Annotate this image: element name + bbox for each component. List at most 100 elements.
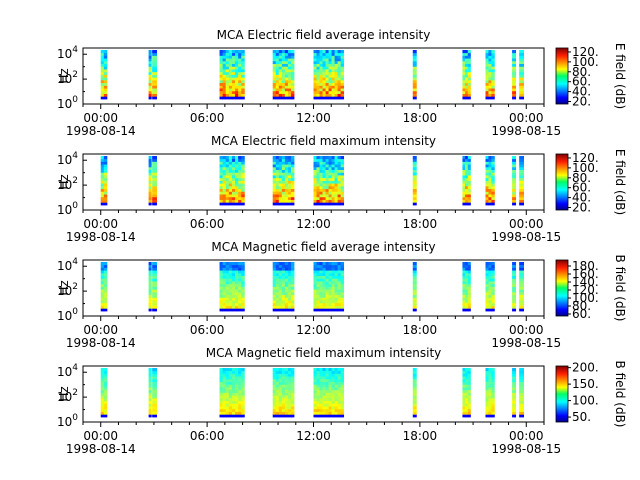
spectrogram-cell <box>100 164 105 168</box>
spectrogram-cell <box>325 376 329 380</box>
spectrogram-cell <box>222 158 227 162</box>
spectrogram-cell <box>337 161 342 165</box>
spectrogram-cell <box>103 305 108 309</box>
spectrogram-cell <box>148 88 152 92</box>
spectrogram-cell <box>488 177 492 181</box>
spectrogram-cell <box>100 63 105 67</box>
spectrogram-cell <box>284 281 289 285</box>
spectrogram-cell <box>228 289 233 293</box>
spectrogram-cell <box>328 262 332 266</box>
spectrogram-cell <box>275 389 280 393</box>
spectrogram-cell <box>488 79 492 84</box>
spectrogram-cell <box>275 381 280 385</box>
spectrogram-cell <box>222 270 227 274</box>
spectrogram-cell <box>316 77 320 81</box>
spectrogram-cell <box>238 305 242 309</box>
spectrogram-cell <box>287 96 292 100</box>
spectrogram-cell <box>331 270 335 274</box>
spectrogram-cell <box>313 376 317 380</box>
spectrogram-cell <box>337 202 342 206</box>
spectrogram-cell <box>485 281 489 285</box>
spectrogram-cell <box>465 52 469 56</box>
spectrogram-cell <box>340 183 345 187</box>
spectrogram-cell <box>334 302 339 306</box>
spectrogram-cell <box>275 172 280 176</box>
spectrogram-cell <box>275 158 280 162</box>
spectrogram-cell <box>465 272 469 277</box>
spectrogram-cell <box>228 308 233 312</box>
spectrogram-cell <box>334 63 339 67</box>
spectrogram-cell <box>412 185 417 190</box>
spectrogram-cell <box>491 58 495 62</box>
spectrogram-cell <box>462 55 466 59</box>
spectrogram-cell <box>222 180 227 184</box>
spectrogram-cell <box>225 77 230 81</box>
spectrogram-cell <box>491 188 495 192</box>
spectrogram-cell <box>231 291 236 296</box>
spectrogram-cell <box>219 408 224 412</box>
spectrogram-cell <box>228 264 233 268</box>
spectrogram-cell <box>278 400 283 404</box>
spectrogram-cell <box>238 194 242 198</box>
spectrogram-cell <box>148 82 152 86</box>
spectrogram-cell <box>238 408 242 412</box>
spectrogram-cell <box>100 166 105 171</box>
spectrogram-cell <box>272 158 277 162</box>
spectrogram-cell <box>272 262 277 266</box>
spectrogram-cell <box>238 294 242 298</box>
colorbar-tick-label: 50. <box>572 410 591 424</box>
spectrogram-cell <box>334 297 339 301</box>
spectrogram-cell <box>225 272 230 277</box>
spectrogram-cell <box>412 286 417 290</box>
spectrogram-cell <box>238 196 242 200</box>
spectrogram-cell <box>328 408 332 412</box>
spectrogram-cell <box>334 406 339 410</box>
spectrogram-cell <box>322 196 326 200</box>
spectrogram-cell <box>316 177 320 181</box>
colorbar-gradient <box>555 365 569 423</box>
spectrogram-cell <box>275 400 280 404</box>
spectrogram-cell <box>412 82 417 86</box>
spectrogram-cell <box>319 376 323 380</box>
spectrogram-cell <box>287 281 292 285</box>
spectrogram-cell <box>519 400 525 404</box>
spectrogram-cell <box>485 52 489 56</box>
spectrogram-cell <box>231 169 236 173</box>
spectrogram-cell <box>462 297 466 301</box>
spectrogram-cell <box>334 69 339 73</box>
spectrogram-cell <box>488 262 492 266</box>
spectrogram-cell <box>519 262 525 266</box>
spectrogram-cell <box>488 387 492 391</box>
spectrogram-cell <box>228 281 233 285</box>
spectrogram-cell <box>225 175 230 179</box>
spectrogram-cell <box>219 378 224 383</box>
spectrogram-cell <box>103 378 108 383</box>
spectrogram-cell <box>100 183 105 187</box>
spectrogram-cell <box>241 90 245 94</box>
spectrogram-cell <box>290 93 295 97</box>
spectrogram-cell <box>465 376 469 380</box>
spectrogram-cell <box>219 262 224 266</box>
spectrogram-cell <box>225 286 230 290</box>
spectrogram-cell <box>512 384 517 388</box>
spectrogram-cell <box>491 286 495 290</box>
spectrogram-cell <box>467 85 471 89</box>
spectrogram-cell <box>103 55 108 59</box>
spectrogram-cell <box>284 158 289 162</box>
spectrogram-cell <box>284 411 289 415</box>
spectrogram-cell <box>231 180 236 184</box>
spectrogram-cell <box>412 378 417 383</box>
spectrogram-cell <box>325 90 329 94</box>
spectrogram-cell <box>284 82 289 86</box>
spectrogram-cell <box>219 161 224 165</box>
spectrogram-cell <box>231 188 236 192</box>
spectrogram-cell <box>328 297 332 301</box>
spectrogram-cell <box>241 166 245 171</box>
spectrogram-cell <box>322 191 326 195</box>
spectrogram-cell <box>152 286 157 290</box>
spectrogram-cell <box>325 270 329 274</box>
spectrogram-cell <box>485 169 489 173</box>
spectrogram-cell <box>519 376 525 380</box>
spectrogram-cell <box>222 302 227 306</box>
spectrogram-cell <box>316 156 320 160</box>
